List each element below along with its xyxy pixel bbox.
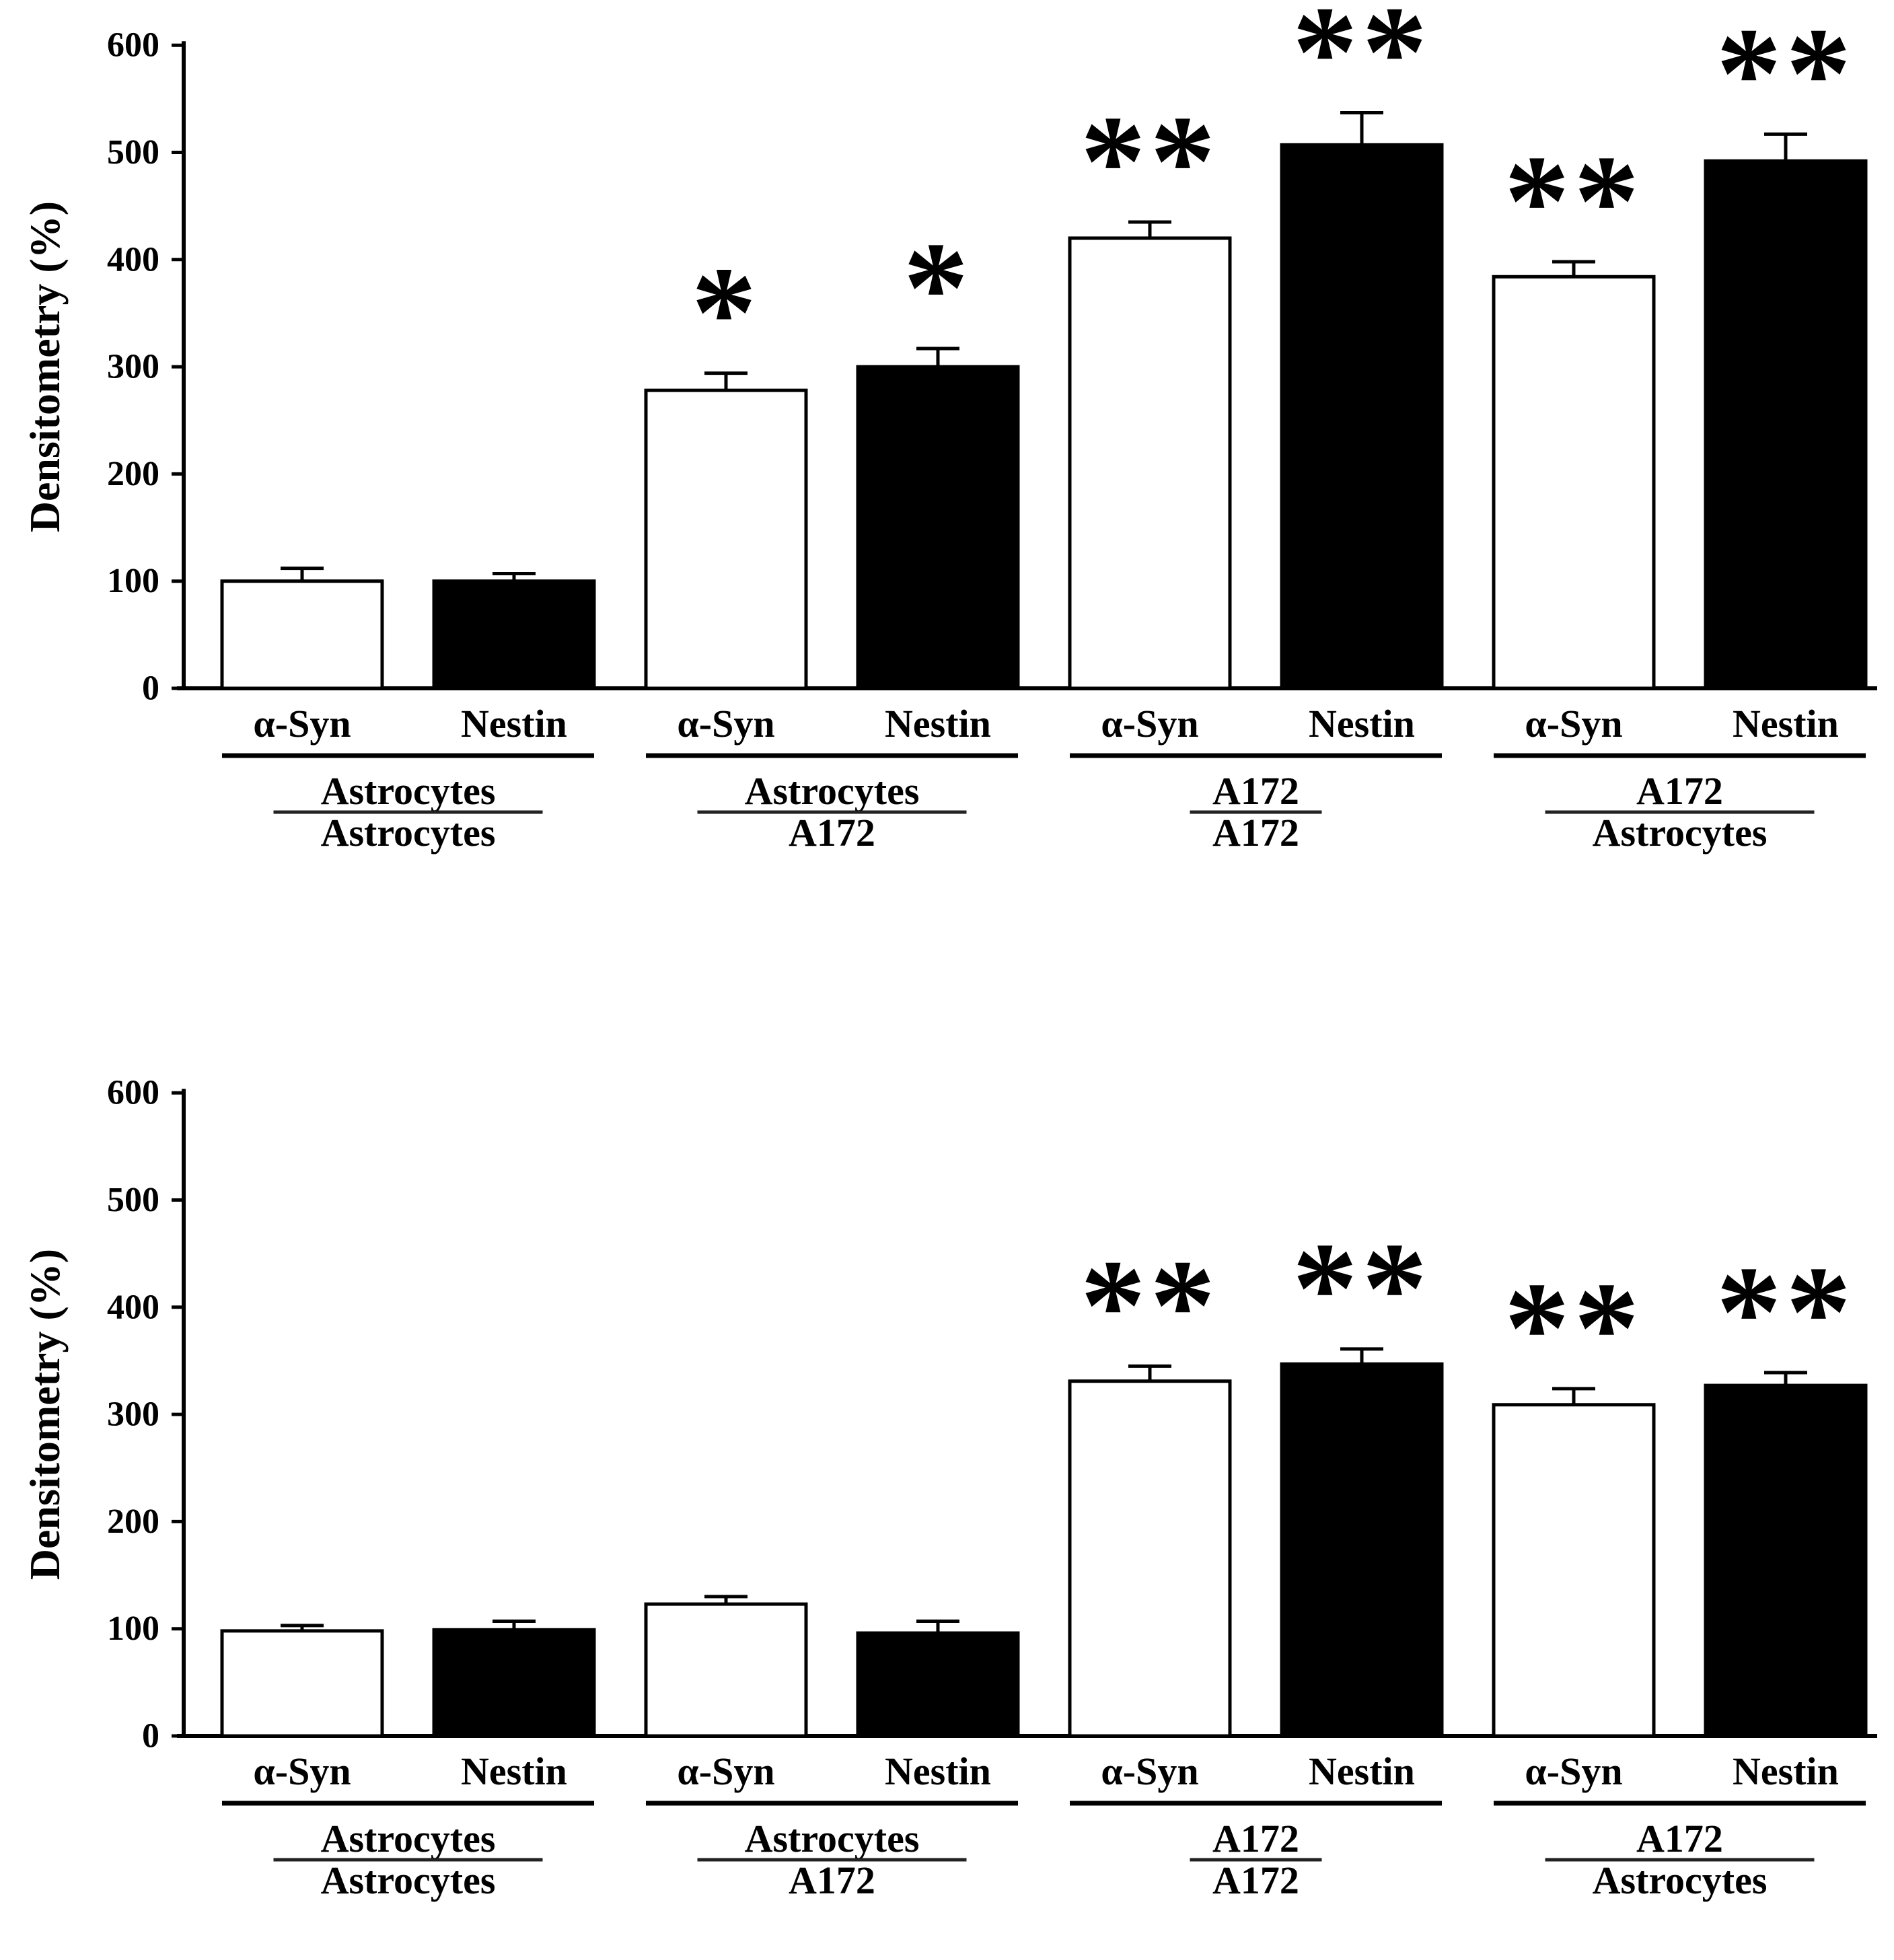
bar-filled — [856, 1631, 1020, 1738]
y-tick-label: 600 — [107, 26, 159, 65]
bar-label: α-Syn — [677, 702, 774, 746]
y-tick-label: 500 — [107, 133, 159, 172]
bar-open — [644, 388, 808, 690]
group-top-label: A172 — [1636, 769, 1723, 813]
y-tick-label: 100 — [107, 1609, 159, 1648]
bar-open — [1492, 275, 1656, 690]
y-tick-label: 0 — [142, 1717, 159, 1755]
bar-filled — [1704, 1383, 1868, 1738]
y-axis-title: Densitometry (%) — [21, 1249, 69, 1580]
bar-filled — [1280, 143, 1444, 690]
bar-label: Nestin — [1309, 1749, 1415, 1793]
y-tick-label: 100 — [107, 562, 159, 600]
bar-label: Nestin — [461, 702, 567, 746]
group-bottom-label: Astrocytes — [321, 1858, 496, 1902]
bar-label: α-Syn — [253, 1749, 351, 1793]
bar-filled — [432, 1628, 596, 1738]
significance-label: * — [691, 240, 761, 386]
group-bottom-label: Astrocytes — [1593, 1858, 1768, 1902]
group-top-label: A172 — [1636, 1817, 1723, 1860]
group-bottom-label: A172 — [1212, 811, 1299, 855]
bar-filled — [432, 579, 596, 690]
bar-label: Nestin — [1733, 702, 1839, 746]
bar-label: α-Syn — [1525, 702, 1622, 746]
group-top-label: Astrocytes — [321, 769, 496, 813]
bar-open — [220, 1629, 384, 1738]
group-top-label: Astrocytes — [321, 1817, 496, 1860]
bar-filled — [1704, 159, 1868, 690]
bar-label: Nestin — [885, 702, 991, 746]
y-tick-label: 400 — [107, 240, 159, 279]
significance-label: ** — [1716, 1, 1856, 146]
significance-label: ** — [1081, 1233, 1220, 1378]
group-top-label: Astrocytes — [745, 1817, 920, 1860]
bar-label: α-Syn — [1525, 1749, 1622, 1793]
bar-label: Nestin — [461, 1749, 567, 1793]
group-bottom-label: A172 — [789, 811, 875, 855]
bar-label: Nestin — [1733, 1749, 1839, 1793]
significance-label: * — [903, 215, 973, 361]
group-top-label: Astrocytes — [745, 769, 920, 813]
bar-open — [644, 1602, 808, 1738]
bar-open — [220, 579, 384, 690]
significance-label: ** — [1504, 1256, 1644, 1401]
group-top-label: A172 — [1212, 769, 1299, 813]
bar-label: Nestin — [1309, 702, 1415, 746]
y-tick-label: 600 — [107, 1074, 159, 1112]
group-bottom-label: Astrocytes — [1593, 811, 1768, 855]
group-top-label: A172 — [1212, 1817, 1299, 1860]
group-bottom-label: A172 — [789, 1858, 875, 1902]
bar-label: α-Syn — [1101, 702, 1198, 746]
group-bottom-label: A172 — [1212, 1858, 1299, 1902]
y-tick-label: 500 — [107, 1181, 159, 1219]
significance-label: ** — [1292, 0, 1432, 125]
bar-label: α-Syn — [253, 702, 351, 746]
y-tick-label: 300 — [107, 1395, 159, 1434]
bar-label: α-Syn — [677, 1749, 774, 1793]
y-tick-label: 400 — [107, 1288, 159, 1326]
y-axis-title: Densitometry (%) — [21, 201, 69, 532]
significance-label: ** — [1716, 1239, 1856, 1385]
bar-filled — [856, 365, 1020, 690]
significance-label: ** — [1292, 1216, 1432, 1361]
y-tick-label: 200 — [107, 1502, 159, 1541]
significance-label: ** — [1081, 89, 1220, 234]
bar-open — [1068, 236, 1232, 690]
group-bottom-label: Astrocytes — [321, 811, 496, 855]
bar-filled — [1280, 1362, 1444, 1738]
y-tick-label: 0 — [142, 669, 159, 708]
bar-label: Nestin — [885, 1749, 991, 1793]
bar-label: α-Syn — [1101, 1749, 1198, 1793]
bar-open — [1068, 1379, 1232, 1738]
bar-open — [1492, 1403, 1656, 1738]
y-tick-label: 200 — [107, 455, 159, 493]
significance-label: ** — [1504, 129, 1644, 274]
y-tick-label: 300 — [107, 348, 159, 386]
